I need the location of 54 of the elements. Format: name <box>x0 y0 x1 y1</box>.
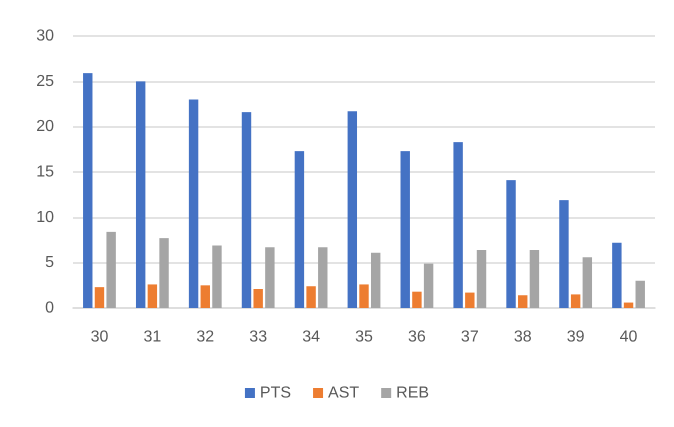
bar <box>624 302 634 308</box>
bar <box>212 245 222 308</box>
y-tick-label: 0 <box>45 300 54 316</box>
legend-label: REB <box>396 384 430 402</box>
bar <box>294 151 304 308</box>
bar <box>636 280 645 308</box>
bar <box>424 264 434 308</box>
x-tick-label: 33 <box>249 328 268 346</box>
x-tick-label: 30 <box>90 328 108 346</box>
x-tick-label: 32 <box>196 328 214 346</box>
x-tick-label: 34 <box>302 328 320 346</box>
y-tick-label: 20 <box>36 118 54 136</box>
bar <box>559 200 569 308</box>
bar <box>359 284 369 308</box>
bar <box>506 180 516 308</box>
bar <box>242 112 252 308</box>
bar <box>570 294 580 308</box>
y-tick-label: 25 <box>36 72 54 90</box>
bar <box>530 250 540 308</box>
bar <box>582 257 592 308</box>
bar <box>612 242 622 308</box>
bar <box>453 142 463 308</box>
y-tick-label: 15 <box>36 164 54 180</box>
bar <box>518 295 528 308</box>
legend-label: PTS <box>260 384 292 402</box>
x-tick-label: 31 <box>143 328 162 346</box>
bar <box>200 285 210 308</box>
x-tick-label: 37 <box>460 328 479 346</box>
x-tick-label: 39 <box>566 328 585 346</box>
bar <box>188 99 198 308</box>
bar <box>306 286 316 308</box>
bar <box>348 111 358 308</box>
bar <box>265 247 275 308</box>
x-tick-label: 35 <box>355 328 373 346</box>
bar <box>400 151 410 308</box>
bar <box>94 287 104 308</box>
bar <box>253 288 263 308</box>
bar <box>370 252 380 308</box>
bar <box>412 292 422 308</box>
bar <box>136 81 146 308</box>
bar <box>318 247 328 308</box>
bar <box>83 73 92 308</box>
bar <box>465 292 475 308</box>
legend-label: AST <box>328 384 360 402</box>
y-tick-label: 5 <box>45 254 54 272</box>
x-tick-label: 40 <box>620 328 638 346</box>
x-tick-label: 36 <box>408 328 426 346</box>
bar <box>159 238 169 308</box>
bar <box>148 284 158 308</box>
x-tick-label: 38 <box>514 328 532 346</box>
bar <box>106 232 116 308</box>
y-tick-label: 30 <box>36 28 54 44</box>
bar <box>476 250 486 308</box>
y-tick-label: 10 <box>36 208 54 226</box>
